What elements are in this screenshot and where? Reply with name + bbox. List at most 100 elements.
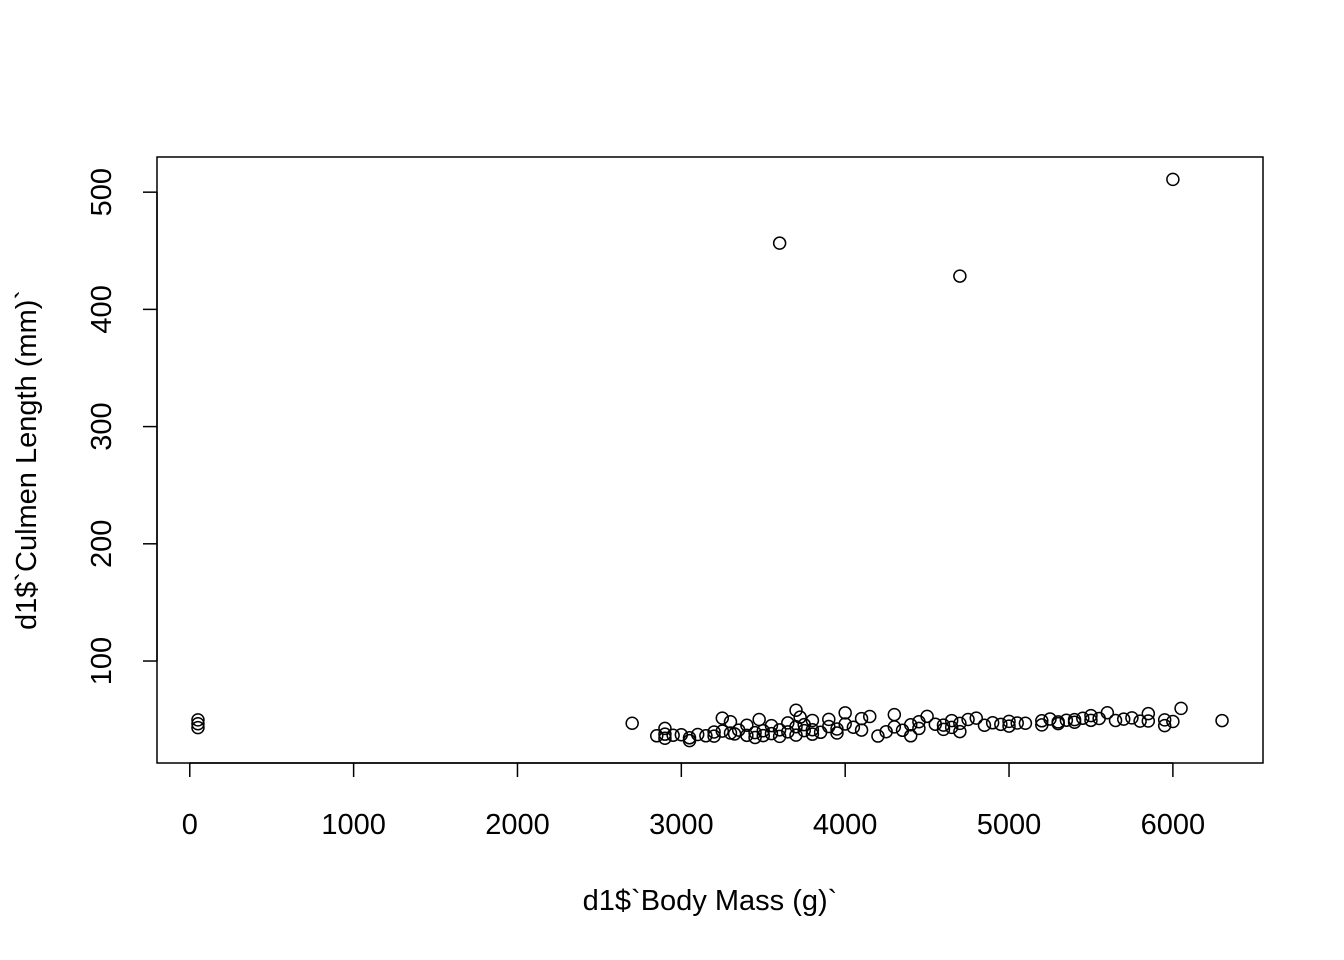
point [789,728,803,742]
point [822,719,836,734]
point [191,716,205,731]
x-tick-label: 0 [182,809,198,841]
point [854,711,869,726]
point [1043,712,1057,726]
point [1076,711,1090,725]
point [756,728,771,743]
point [781,716,795,730]
point [1092,711,1106,726]
point [682,731,697,745]
point [752,712,766,727]
x-tick-label: 1000 [321,809,386,841]
point [1018,716,1033,731]
point [191,720,205,735]
point [822,712,836,727]
point [961,712,975,727]
point [1174,701,1188,716]
point [912,721,926,736]
point [953,724,967,739]
point [707,725,721,739]
y-tick-label: 400 [86,285,118,333]
y-tick-label: 300 [86,402,118,450]
point [723,714,738,729]
point [1067,715,1082,729]
point [1116,712,1131,726]
point [1157,713,1172,727]
point [846,720,861,734]
point [1133,714,1147,728]
point [903,729,918,743]
point [1035,714,1049,728]
point [797,723,811,738]
point [920,709,934,724]
point [977,718,992,733]
point [658,731,672,746]
point [748,725,762,740]
point [1125,711,1139,725]
point [1084,708,1098,723]
point [854,723,869,737]
point [1084,713,1098,728]
point [887,707,902,722]
point [1157,718,1172,733]
y-tick-label: 500 [86,168,118,216]
x-tick-label: 4000 [813,809,878,841]
y-axis-label: d1$`Culmen Length (mm)` [11,290,43,630]
point [838,706,852,720]
point [1002,719,1016,733]
point [690,727,705,742]
point [740,718,754,733]
y-tick-label: 100 [86,637,118,685]
plot-frame [156,156,1264,764]
point [764,718,779,733]
point [830,726,844,740]
point [764,726,779,741]
point [658,721,672,736]
point [969,711,984,725]
point [674,728,689,742]
point [936,718,951,732]
point [772,236,787,250]
point [191,713,205,727]
point [772,723,787,737]
point [895,723,910,738]
point [838,717,852,731]
point [625,716,639,731]
y-tick-label: 200 [86,520,118,568]
point [715,724,730,738]
point [1141,714,1156,728]
point [903,718,918,732]
point [699,729,713,743]
point [682,733,697,748]
point [772,729,787,744]
point [715,711,730,725]
point [1166,172,1180,187]
point [1002,714,1016,729]
point [1166,714,1180,729]
x-tick-label: 5000 [977,809,1042,841]
point [863,709,877,724]
point [789,703,803,718]
x-tick-label: 3000 [649,809,714,841]
point [1067,712,1082,727]
point [944,713,959,728]
point [793,710,807,724]
x-tick-label: 6000 [1141,809,1206,841]
x-tick-label: 2000 [485,809,550,841]
point [805,713,820,728]
point [944,720,959,735]
x-axis-label: d1$`Body Mass (g)` [583,885,838,917]
point [666,728,680,742]
point [748,730,762,745]
point [936,722,951,737]
point [1141,706,1156,721]
point [813,725,828,740]
point [953,716,967,731]
point [740,728,754,743]
point [1108,713,1123,728]
point [658,727,672,741]
point [871,729,885,743]
point [805,722,820,737]
point [805,727,820,741]
